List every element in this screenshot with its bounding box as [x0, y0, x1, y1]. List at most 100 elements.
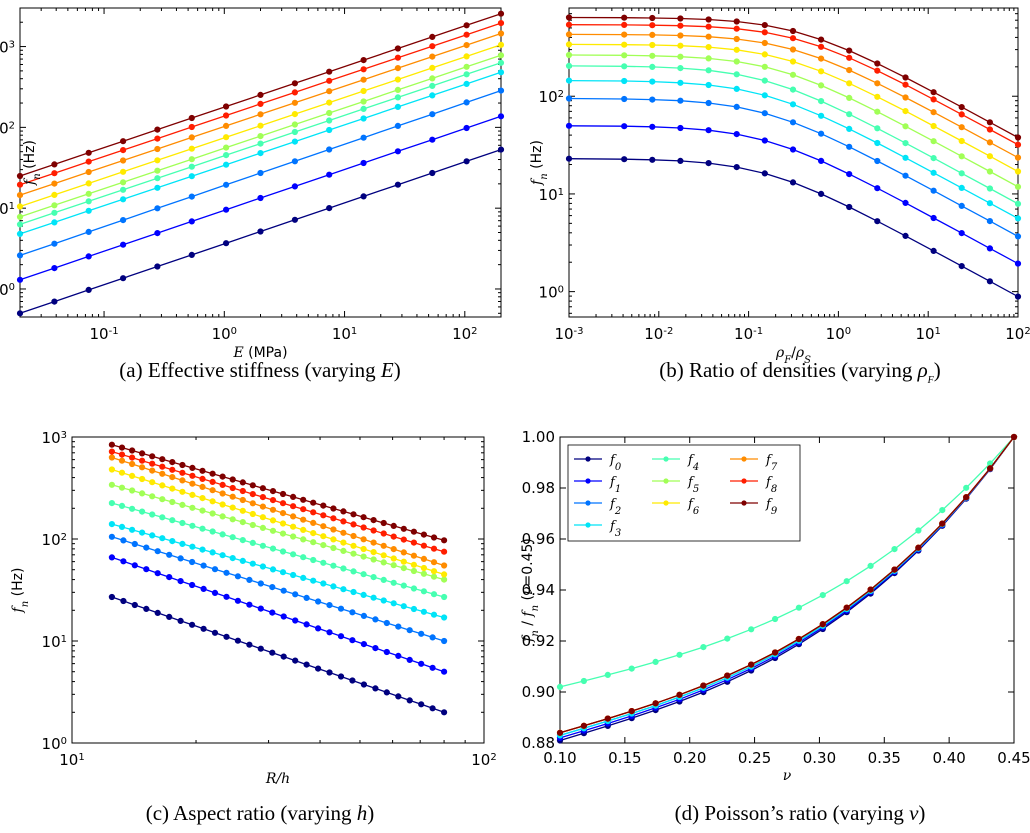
data-point [326, 68, 333, 75]
data-point [349, 609, 356, 616]
data-point [400, 582, 407, 589]
data-point [326, 669, 333, 676]
data-point [279, 569, 287, 576]
data-point [229, 555, 236, 562]
data-point [326, 88, 333, 95]
data-point [394, 94, 401, 101]
data-point [291, 121, 298, 128]
data-point [649, 52, 656, 59]
data-point [628, 708, 635, 715]
data-point [846, 54, 853, 61]
data-point [789, 179, 797, 186]
series-line [111, 444, 445, 541]
data-point [394, 86, 401, 94]
data-point [441, 709, 448, 716]
data-point [16, 230, 24, 237]
data-point [188, 193, 195, 200]
series-line [568, 125, 1019, 265]
data-point [380, 519, 387, 527]
series-line [568, 65, 1019, 205]
data-point [349, 677, 356, 684]
data-point [497, 10, 505, 17]
data-point [189, 543, 196, 550]
data-point [902, 108, 909, 115]
data-point [677, 22, 684, 29]
data-point [51, 298, 58, 305]
series-f5 [16, 52, 505, 220]
data-point [257, 580, 264, 587]
data-point [772, 649, 779, 656]
data-point [326, 171, 333, 178]
series-f8 [565, 21, 1022, 148]
data-point [300, 496, 307, 503]
data-point [463, 42, 470, 49]
data-point [963, 484, 970, 491]
data-point [463, 22, 470, 29]
series-f2 [16, 87, 505, 259]
legend-label-f8: f8 [765, 475, 777, 495]
data-point [420, 542, 427, 549]
data-point [846, 94, 853, 102]
data-point [179, 519, 186, 527]
data-point [118, 484, 126, 491]
data-point [51, 180, 58, 187]
data-point [188, 134, 195, 141]
legend-label-f6: f6 [687, 497, 700, 517]
data-point [789, 146, 797, 153]
data-point [108, 448, 116, 455]
data-point [259, 503, 266, 510]
series-f2 [108, 533, 448, 645]
data-point [326, 602, 333, 609]
data-point [259, 563, 266, 570]
x-axis-label: ρF/ρS [775, 345, 811, 366]
data-point [383, 648, 390, 656]
data-point [303, 621, 310, 628]
data-point [223, 593, 230, 600]
data-point [120, 157, 127, 164]
y-axis-label: fn (Hz) [10, 568, 31, 614]
data-point [406, 627, 413, 634]
data-point [380, 559, 387, 566]
data-point [350, 550, 357, 557]
data-point [360, 57, 367, 64]
data-point [280, 587, 287, 594]
data-point [677, 79, 684, 86]
data-point [223, 206, 230, 213]
data-point [772, 615, 779, 623]
data-point [621, 63, 628, 70]
data-point [390, 579, 397, 586]
series-line [568, 79, 1019, 219]
caption: (a) Effective stiffness (varying E) [119, 358, 400, 382]
data-point [390, 546, 397, 553]
data-point [223, 569, 230, 576]
data-point [139, 529, 146, 536]
data-point [120, 168, 127, 175]
series-line [568, 33, 1019, 159]
data-point [239, 487, 246, 495]
data-point [1014, 293, 1022, 300]
data-point [705, 81, 712, 89]
data-point [986, 218, 994, 225]
series-f9 [108, 441, 448, 544]
data-point [291, 138, 298, 145]
data-point [867, 562, 874, 570]
data-point [16, 192, 24, 199]
data-point [915, 544, 922, 551]
data-point [189, 472, 196, 479]
data-point [257, 122, 264, 129]
data-point [223, 633, 230, 640]
legend-label-f2: f2 [609, 497, 621, 517]
data-point [789, 35, 797, 42]
data-point [257, 140, 264, 147]
y-tick-label: 101 [0, 200, 15, 218]
data-point [649, 156, 656, 163]
data-point [410, 552, 417, 559]
series-f7 [565, 31, 1022, 161]
data-point [705, 55, 712, 62]
data-point [628, 665, 635, 672]
data-point [310, 577, 317, 584]
data-point [406, 656, 413, 664]
series-f9 [16, 10, 505, 180]
data-point [120, 537, 127, 544]
x-tick-label: 100 [212, 325, 237, 343]
